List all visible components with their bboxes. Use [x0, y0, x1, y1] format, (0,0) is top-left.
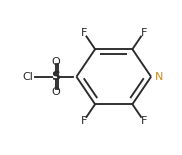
- Text: F: F: [140, 28, 147, 38]
- Text: F: F: [81, 116, 87, 126]
- Text: F: F: [81, 28, 87, 38]
- Text: O: O: [51, 87, 60, 97]
- Text: N: N: [155, 72, 163, 82]
- Text: S: S: [51, 70, 60, 83]
- Text: Cl: Cl: [23, 72, 34, 82]
- Text: O: O: [51, 57, 60, 66]
- Text: F: F: [140, 116, 147, 126]
